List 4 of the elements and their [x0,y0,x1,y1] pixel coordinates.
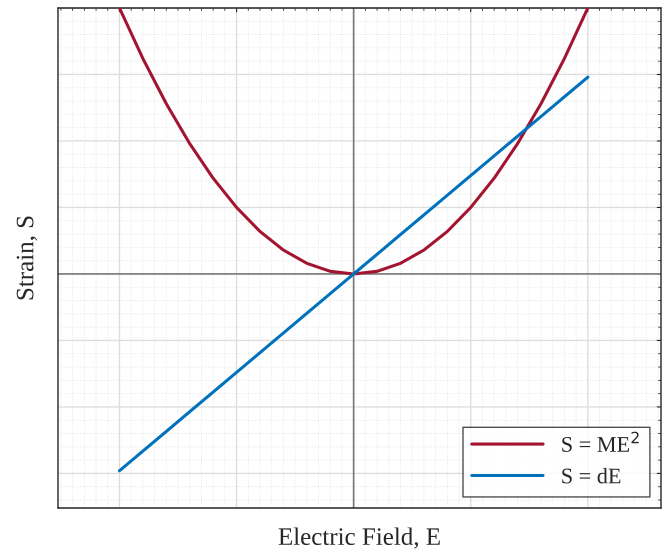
legend-label: S = ME$^{2}$ [562,432,639,452]
y-axis-title: Strain, S [16,216,38,300]
x-axis-title: Electric Field, E [278,527,440,549]
legend-label: S = dE [562,468,620,484]
